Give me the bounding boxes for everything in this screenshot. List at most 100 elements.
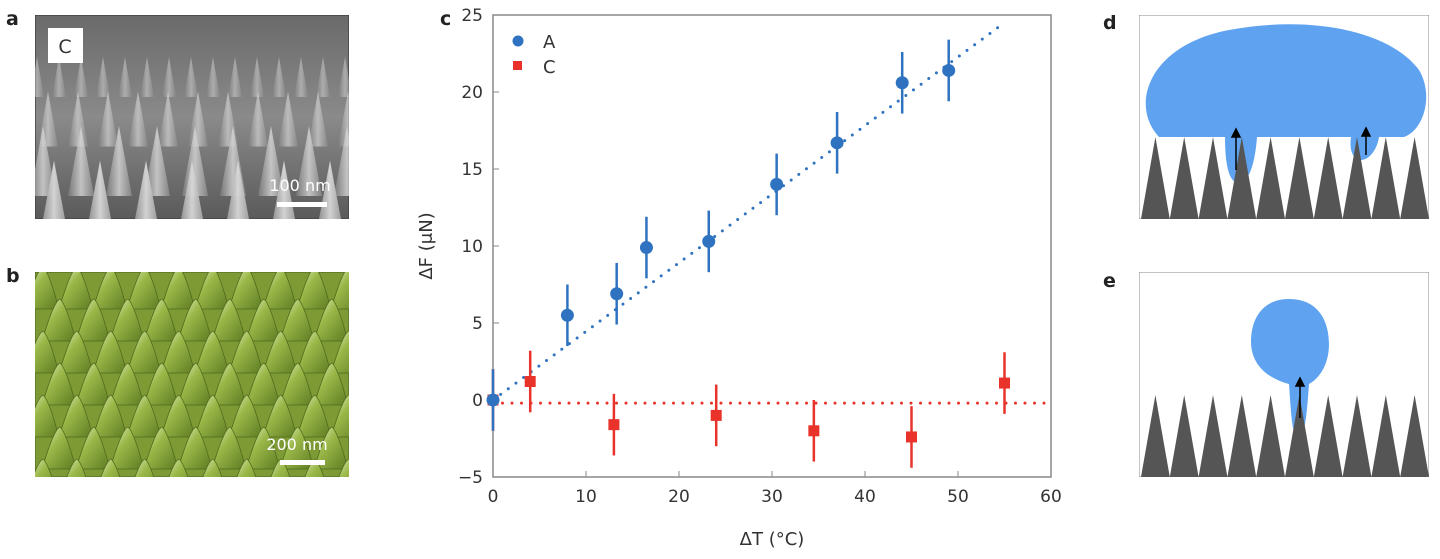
scale-bar-label-b: 200 nm	[266, 435, 327, 454]
afm-cone	[211, 426, 247, 470]
cone	[1256, 137, 1285, 219]
data-point-A	[486, 393, 500, 407]
afm-cone	[143, 298, 179, 342]
nanocone	[96, 57, 110, 97]
afm-cone	[92, 330, 128, 374]
arrow-icon	[1294, 376, 1306, 418]
afm-cone	[262, 330, 298, 374]
data-point-A	[639, 241, 653, 255]
y-tick-label: 20	[461, 83, 483, 103]
cone	[1400, 395, 1429, 477]
data-point-C	[906, 431, 917, 443]
data-point-C	[999, 377, 1010, 389]
y-tick-label: 25	[461, 6, 483, 26]
nanocone	[294, 57, 308, 97]
y-axis-label: ΔF (μN)	[416, 212, 437, 279]
nanocone	[272, 57, 286, 97]
y-tick-label: 10	[461, 237, 483, 257]
afm-image-panel: 200 nm	[24, 266, 383, 502]
afm-cone	[279, 298, 315, 342]
nanocone	[296, 126, 322, 196]
afm-cone	[177, 298, 213, 342]
afm-cone	[58, 330, 94, 374]
data-point-A	[830, 136, 844, 150]
x-tick-label: 60	[1040, 487, 1062, 507]
cone	[1342, 395, 1372, 477]
nanocone	[184, 57, 198, 97]
nanocone	[68, 91, 88, 147]
nanocone	[258, 126, 284, 196]
legend-marker-A	[512, 35, 524, 47]
afm-cone	[126, 330, 162, 374]
nanocone	[52, 57, 66, 97]
cone	[1313, 137, 1343, 219]
nanocone	[68, 126, 94, 196]
data-point-A	[770, 177, 784, 191]
afm-cone	[75, 426, 111, 470]
panel-label-e: e	[1103, 270, 1116, 292]
x-tick-label: 10	[575, 487, 597, 507]
droplet-schematic-e	[1139, 272, 1429, 477]
afm-cone	[194, 330, 230, 374]
y-tick-label: −5	[458, 468, 483, 488]
cone	[1371, 395, 1401, 477]
cone	[1285, 395, 1314, 477]
nanocone	[308, 91, 328, 147]
cone	[1400, 137, 1429, 219]
cone	[1141, 395, 1170, 477]
afm-cone	[313, 298, 349, 342]
cone	[1227, 395, 1257, 477]
data-point-C	[808, 425, 820, 437]
x-tick-label: 20	[668, 487, 690, 507]
nanocone	[206, 57, 220, 97]
scale-bar-b	[280, 460, 325, 465]
fit-line-A	[491, 21, 1006, 402]
panel-label-c: c	[440, 8, 452, 30]
panel-label-a: a	[6, 8, 19, 30]
nanocone	[316, 57, 330, 97]
afm-cone	[92, 394, 128, 438]
cone	[1198, 137, 1228, 219]
nanocone	[118, 57, 132, 97]
nanocone	[250, 57, 264, 97]
data-point-A	[610, 287, 624, 301]
nanocone	[158, 91, 178, 147]
afm-cone	[160, 330, 196, 374]
nanocone	[278, 91, 298, 147]
nanocone	[248, 91, 268, 147]
nanocone	[182, 126, 208, 196]
afm-cone	[313, 362, 349, 406]
afm-cone	[177, 426, 213, 470]
afm-cone	[245, 362, 281, 406]
data-point-C	[608, 419, 620, 431]
nanocone	[144, 126, 170, 196]
cone	[1169, 395, 1199, 477]
legend-label-A: A	[543, 32, 556, 53]
cone	[1227, 137, 1257, 219]
sem-image: C 100 nm	[30, 14, 360, 246]
afm-cone	[143, 362, 179, 406]
afm-cone	[194, 394, 230, 438]
nanocone	[338, 57, 352, 97]
afm-cone	[245, 426, 281, 470]
nanocone	[128, 91, 148, 147]
afm-cone	[262, 394, 298, 438]
panel-label-b: b	[6, 265, 20, 287]
legend-label-C: C	[543, 57, 556, 78]
scale-bar-label-a: 100 nm	[269, 176, 330, 195]
x-axis-label: ΔT (°C)	[740, 529, 805, 550]
afm-cone	[41, 426, 77, 470]
nanocone	[228, 57, 242, 97]
afm-cone	[211, 298, 247, 342]
y-tick-label: 0	[472, 391, 483, 411]
nanocone	[98, 91, 118, 147]
afm-cone	[58, 394, 94, 438]
afm-cone	[109, 362, 145, 406]
afm-cone	[126, 394, 162, 438]
y-tick-label: 5	[472, 314, 483, 334]
afm-cone	[143, 426, 179, 470]
panel-label-d: d	[1103, 12, 1117, 34]
x-tick-label: 30	[761, 487, 783, 507]
afm-cone	[228, 394, 264, 438]
